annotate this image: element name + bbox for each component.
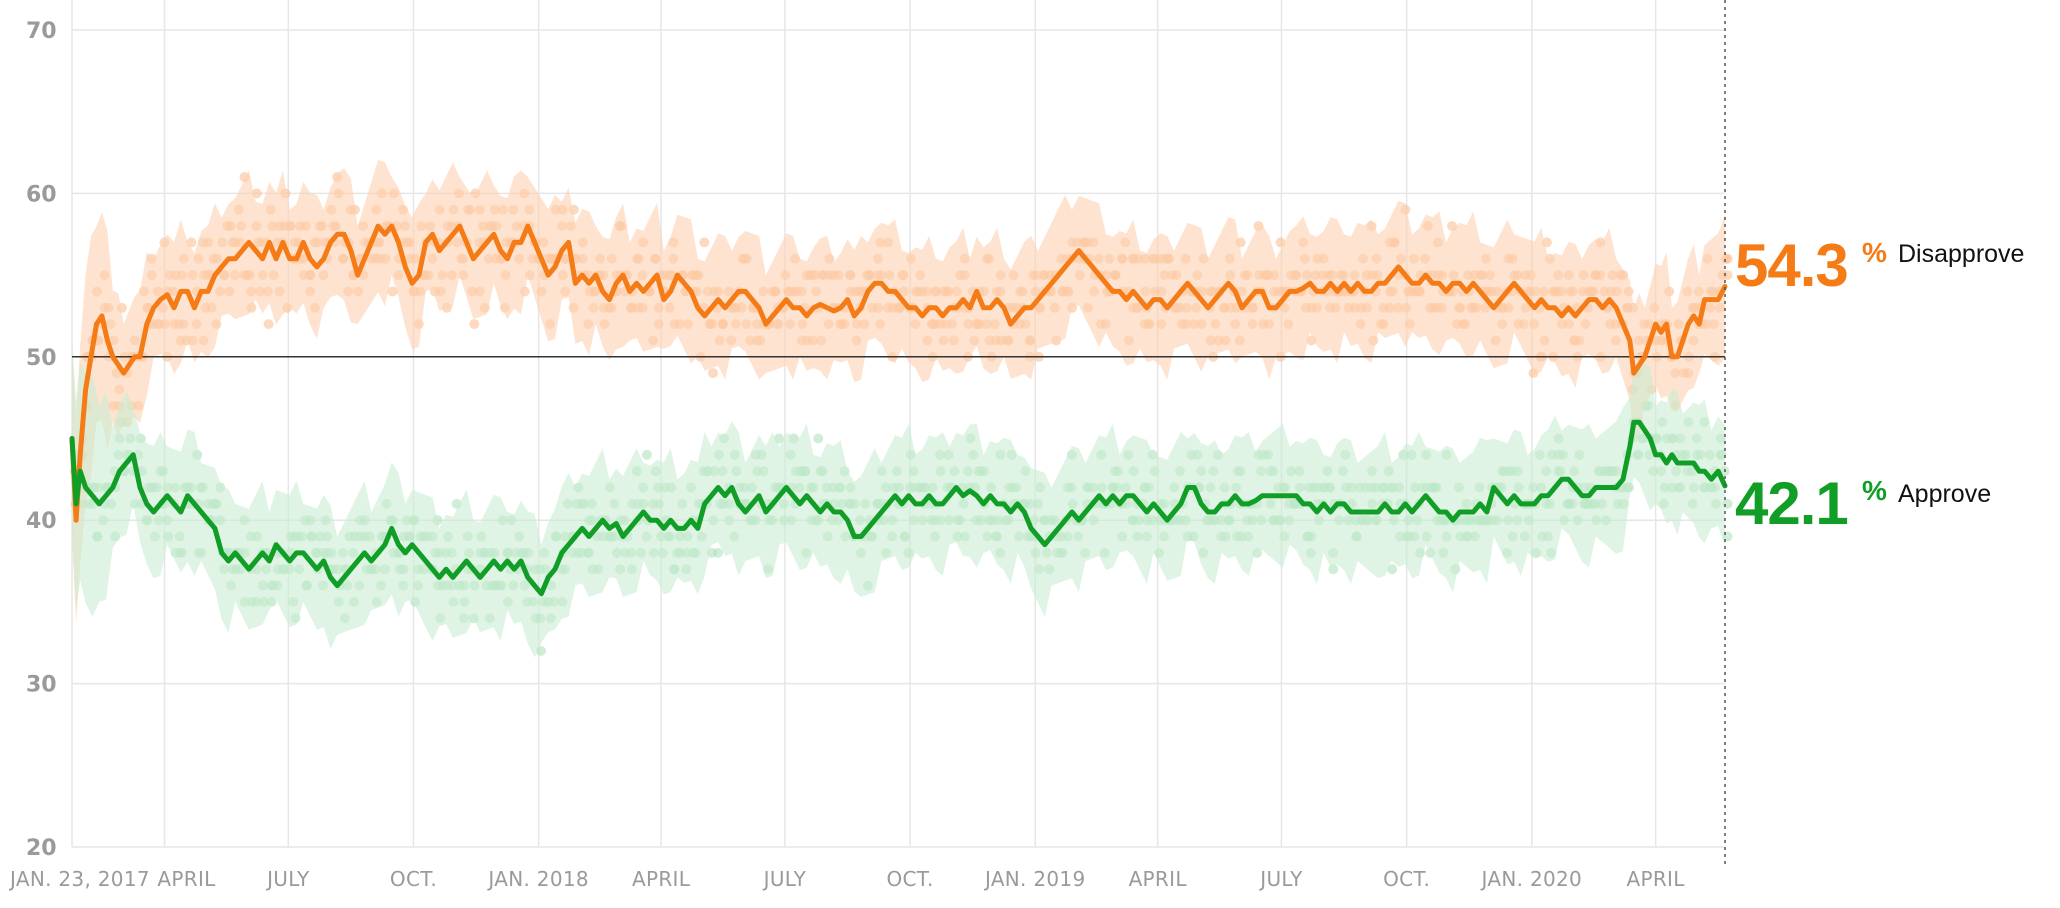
approve-line	[69, 419, 1728, 597]
y-tick-label: 60	[26, 182, 57, 207]
approve-label: Approve	[1898, 480, 1991, 508]
poll-dot	[1387, 564, 1398, 575]
x-tick-label: JAN. 2018	[486, 867, 589, 891]
disapprove-end-label: 54.3 % Disapprove	[1735, 232, 2024, 299]
x-tick-label: JULY	[762, 867, 807, 891]
poll-dot	[263, 319, 274, 330]
confidence-bands	[72, 159, 1725, 658]
disapprove-band	[72, 159, 1725, 624]
approve-percent-sign: %	[1862, 475, 1887, 506]
y-tick-label: 70	[26, 19, 57, 44]
poll-dot	[641, 449, 652, 460]
y-axis: 20 30 40 50 60 70	[26, 19, 57, 861]
y-tick-label: 50	[26, 346, 57, 371]
poll-dot	[708, 368, 719, 379]
x-tick-label: APRIL	[1627, 867, 1686, 891]
poll-dot	[813, 433, 824, 444]
poll-dot	[699, 237, 710, 248]
y-tick-label: 40	[26, 509, 57, 534]
poll-dot	[387, 286, 398, 297]
x-tick-label: APRIL	[632, 867, 691, 891]
x-tick-label: JULY	[1258, 867, 1303, 891]
approve-value: 42.1	[1735, 470, 1848, 537]
poll-dot	[1328, 564, 1339, 575]
x-axis: JAN. 23, 2017 APRIL JULY OCT. JAN. 2018 APRIL…	[8, 867, 1685, 891]
gridlines	[71, 0, 1725, 848]
x-tick-label: OCT.	[1383, 867, 1430, 891]
poll-dot	[469, 319, 480, 330]
trend-lines	[69, 223, 1728, 597]
x-tick-label: JAN. 2020	[1480, 867, 1583, 891]
x-tick-label: JAN. 23, 2017	[8, 867, 150, 891]
disapprove-label: Disapprove	[1898, 240, 2024, 268]
disapprove-percent-sign: %	[1862, 237, 1887, 268]
x-tick-label: JULY	[265, 867, 310, 891]
y-tick-label: 30	[26, 673, 57, 698]
disapprove-line	[69, 223, 1728, 523]
x-tick-label: APRIL	[1129, 867, 1188, 891]
x-tick-label: OCT.	[887, 867, 934, 891]
poll-dot	[712, 547, 723, 558]
x-tick-label: JAN. 2019	[983, 867, 1086, 891]
x-tick-label: APRIL	[157, 867, 216, 891]
approve-end-label: 42.1 % Approve	[1735, 470, 1991, 537]
x-tick-label: OCT.	[390, 867, 437, 891]
disapprove-value: 54.3	[1735, 232, 1848, 299]
y-tick-label: 20	[26, 836, 57, 861]
